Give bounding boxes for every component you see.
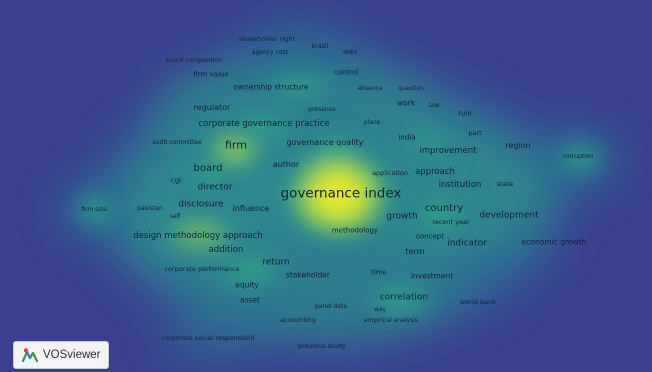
term-investment[interactable]: investment	[410, 271, 454, 281]
term-place[interactable]: place	[363, 119, 381, 126]
term-disclosure[interactable]: disclosure	[178, 199, 224, 210]
term-institution[interactable]: institution	[438, 179, 482, 190]
term-accounting[interactable]: accounting	[280, 315, 316, 324]
term-equity[interactable]: equity	[235, 280, 259, 290]
term-ownership-structure[interactable]: ownership structure	[233, 82, 309, 92]
term-work[interactable]: work	[396, 98, 416, 108]
term-self[interactable]: self	[169, 213, 181, 220]
term-growth[interactable]: growth	[386, 211, 418, 222]
term-panel-data[interactable]: panel data	[314, 303, 348, 310]
term-brazil[interactable]: brazil	[311, 43, 329, 50]
term-control[interactable]: control	[333, 68, 359, 77]
term-agency-cost[interactable]: agency cost	[251, 49, 289, 56]
term-audit-committee[interactable]: audit committee	[152, 139, 202, 146]
term-author[interactable]: author	[272, 160, 300, 169]
term-region[interactable]: region	[505, 141, 531, 150]
term-board[interactable]: board	[193, 163, 223, 174]
term-part[interactable]: part	[468, 128, 482, 137]
term-approach[interactable]: approach	[415, 166, 455, 177]
term-influence[interactable]: influence	[232, 204, 270, 213]
term-correlation[interactable]: correlation	[379, 292, 429, 303]
term-country[interactable]: country	[424, 203, 464, 214]
term-design-methodology-approach[interactable]: design methodology approach	[133, 230, 263, 241]
term-methodology[interactable]: methodology	[331, 226, 379, 235]
term-board-composition[interactable]: board composition	[166, 57, 222, 64]
term-way[interactable]: way	[373, 306, 387, 313]
term-indicator[interactable]: indicator	[447, 238, 487, 249]
vosviewer-logo-button[interactable]: VOSviewer	[13, 341, 109, 369]
term-concept[interactable]: concept	[416, 232, 444, 241]
term-application[interactable]: application	[372, 168, 408, 177]
term-presence[interactable]: presence	[308, 106, 336, 113]
term-law[interactable]: law	[428, 100, 440, 109]
density-peaks	[73, 68, 605, 322]
term-development[interactable]: development	[479, 210, 539, 221]
term-firm-size[interactable]: firm size	[81, 206, 107, 213]
term-shareholder-right[interactable]: shareholder right	[238, 34, 296, 43]
term-economic-growth[interactable]: economic growth	[521, 237, 587, 247]
term-governance-index[interactable]: governance index	[280, 185, 402, 202]
term-state[interactable]: state	[496, 179, 514, 188]
term-stakeholder[interactable]: stakeholder	[285, 270, 331, 280]
term-absence[interactable]: absence	[357, 85, 383, 92]
term-pakistan[interactable]: pakistan	[137, 205, 163, 212]
term-india[interactable]: india	[398, 133, 416, 142]
term-term[interactable]: term	[405, 247, 425, 256]
term-previous-study[interactable]: previous study	[298, 341, 346, 350]
term-director[interactable]: director	[197, 182, 233, 193]
term-governance-quality[interactable]: governance quality	[286, 138, 364, 147]
term-question[interactable]: question	[398, 85, 424, 92]
vosviewer-logo-icon	[21, 348, 39, 363]
term-firm-value[interactable]: firm value	[193, 70, 229, 79]
term-debt[interactable]: debt	[343, 49, 357, 56]
term-return[interactable]: return	[262, 257, 290, 268]
term-asset[interactable]: asset	[240, 295, 260, 305]
logo-label: VOSviewer	[43, 349, 101, 361]
term-empirical-analysis[interactable]: empirical analysis	[364, 317, 418, 324]
term-addition[interactable]: addition	[208, 244, 244, 255]
term-cgi[interactable]: cgi	[170, 176, 182, 185]
term-recent-year[interactable]: recent year	[432, 217, 470, 226]
term-corporate-social-responsibility[interactable]: corporate social responsibilit	[161, 333, 255, 342]
term-corporate-performance[interactable]: corporate performance	[164, 264, 240, 273]
term-time[interactable]: time	[371, 268, 387, 277]
term-world-bank[interactable]: world bank	[460, 297, 496, 306]
term-improvement[interactable]: improvement	[419, 145, 477, 156]
term-rule[interactable]: rule	[458, 109, 472, 118]
term-corporate-governance-practice[interactable]: corporate governance practice	[198, 118, 330, 129]
term-corruption[interactable]: corruption	[562, 153, 594, 160]
term-regulator[interactable]: regulator	[193, 103, 231, 112]
term-firm[interactable]: firm	[225, 138, 247, 152]
